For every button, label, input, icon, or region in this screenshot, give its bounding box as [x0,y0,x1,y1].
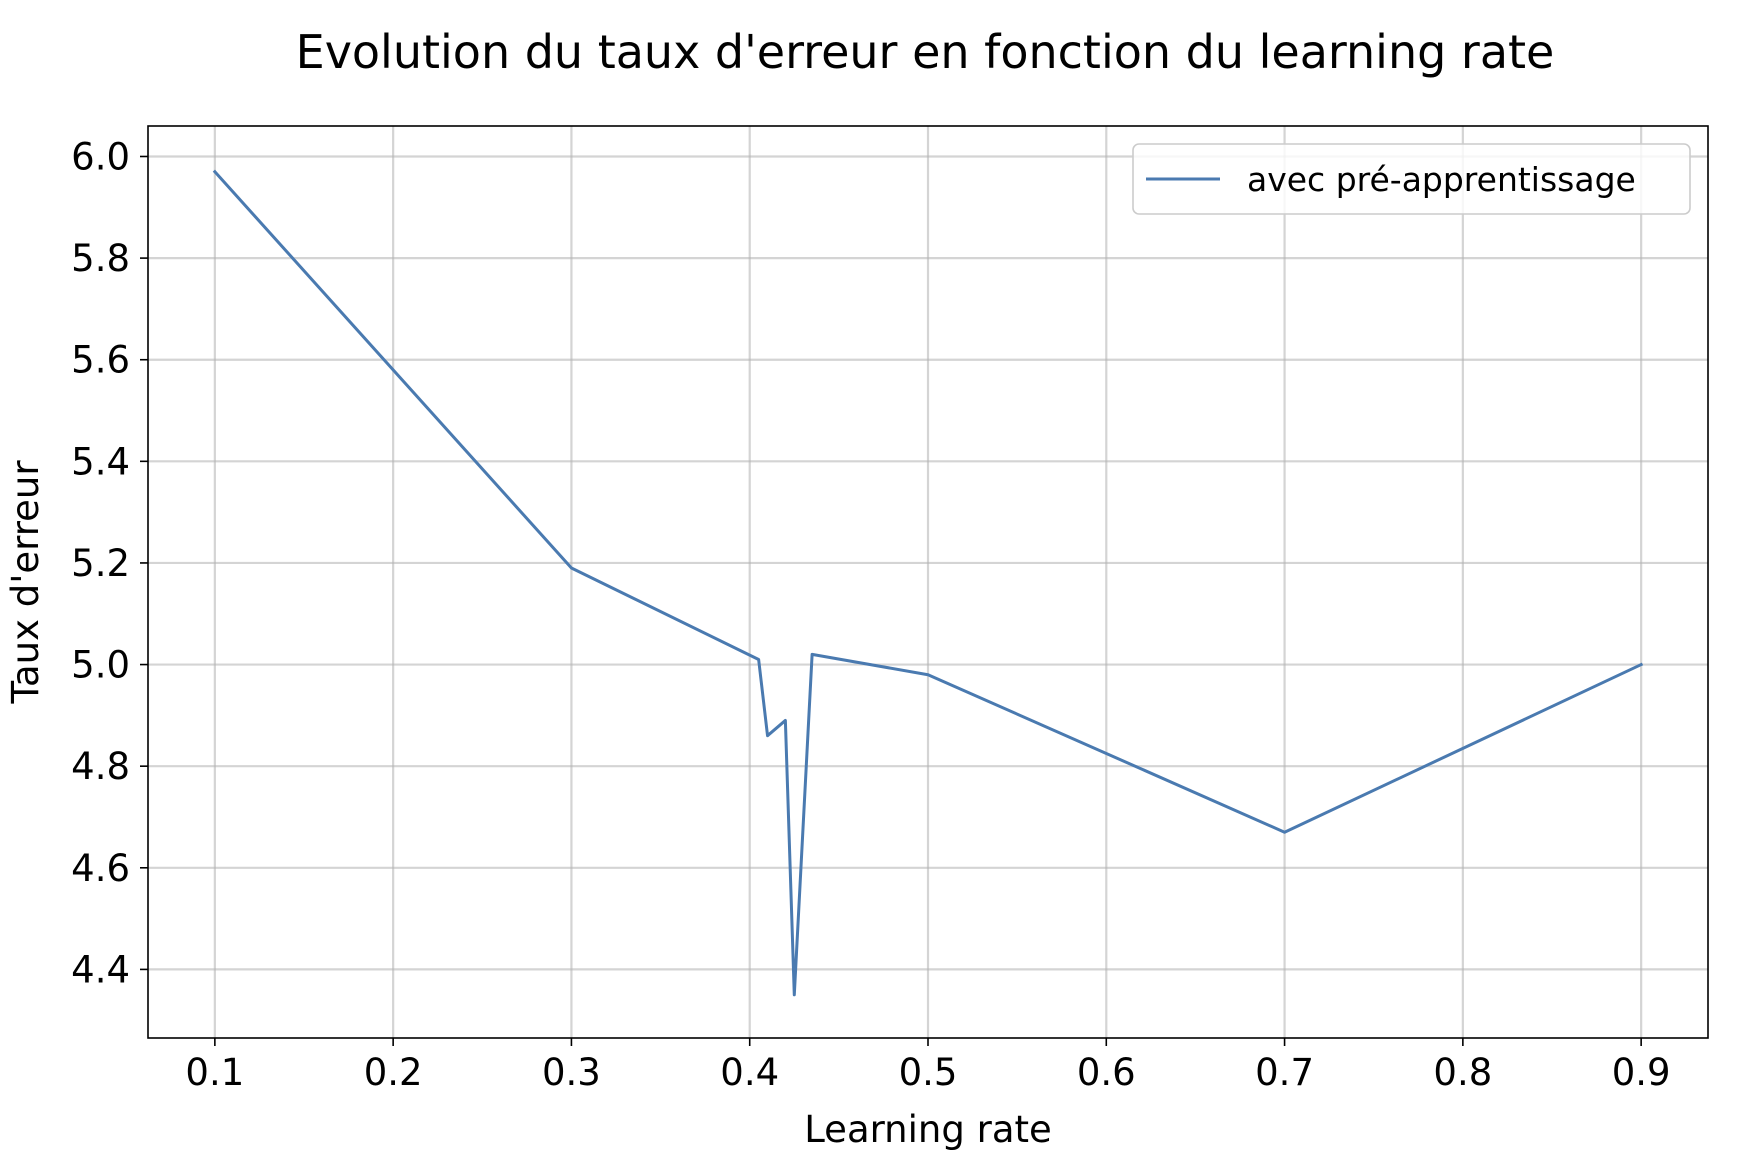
x-tick-label: 0.4 [720,1051,779,1094]
x-tick-label: 0.6 [1077,1051,1136,1094]
y-tick-label: 5.8 [71,237,130,280]
legend-box [1132,143,1691,215]
y-tick-label: 4.6 [71,847,130,890]
y-tick-label: 5.2 [71,542,130,585]
x-axis-ticks: 0.1 0.2 0.3 0.4 0.5 0.6 0.7 0.8 0.9 [185,1038,1671,1094]
x-tick-label: 0.3 [542,1051,601,1094]
y-tick-label: 5.0 [71,644,130,687]
grid [148,126,1708,1038]
x-tick-label: 0.9 [1612,1051,1671,1094]
series-line [212,169,1644,997]
x-tick-label: 0.8 [1433,1051,1492,1094]
x-tick-label: 0.5 [899,1051,958,1094]
y-tick-label: 6.0 [71,135,130,178]
x-tick-label: 0.1 [185,1051,244,1094]
y-tick-label: 5.4 [71,440,130,483]
x-tick-label: 0.7 [1255,1051,1314,1094]
x-tick-label: 0.2 [364,1051,423,1094]
legend-label: avec pré-apprentissage [1247,160,1636,199]
y-tick-label: 4.8 [71,745,130,788]
y-axis-ticks: 4.4 4.6 4.8 5.0 5.2 5.4 5.6 5.8 6.0 [71,135,148,991]
y-tick-label: 5.6 [71,339,130,382]
series-lines [212,169,1644,997]
y-tick-label: 4.4 [71,948,130,991]
chart-title: Evolution du taux d'erreur en fonction d… [296,25,1555,79]
x-axis-label: Learning rate [804,1108,1052,1151]
y-axis-label: Taux d'erreur [4,460,47,705]
plot-area-frame [147,125,1709,1039]
legend: avec pré-apprentissage [1132,143,1691,215]
